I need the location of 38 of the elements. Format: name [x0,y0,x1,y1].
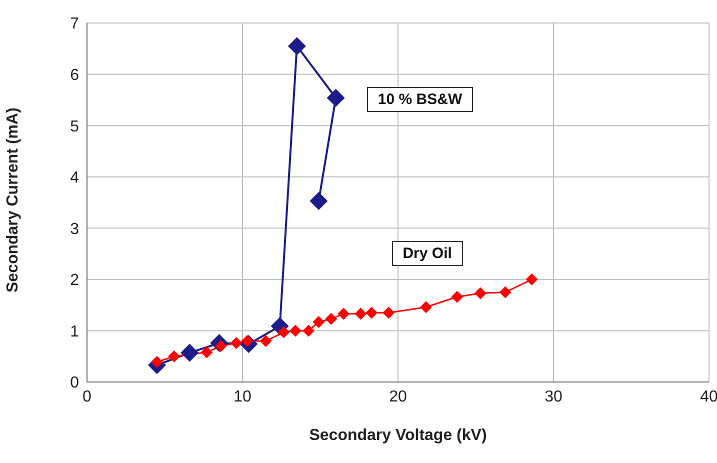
point [354,308,367,320]
point [526,273,538,286]
y-tick-label: 4 [70,170,80,187]
x-tick-label: 0 [82,388,92,406]
x-tick-label: 40 [700,388,717,406]
point [338,308,350,320]
point [451,290,464,303]
y-tick-label: 1 [70,323,80,340]
point [260,334,272,347]
point [200,346,213,358]
point [326,88,345,107]
y-tick-label: 7 [70,16,80,33]
text: 10 % BS&W [366,87,474,112]
y-axis-title: Secondary Current (mA) [4,108,22,292]
point [474,287,486,300]
point [180,344,199,362]
y-tick-label: 2 [70,272,80,290]
point [325,312,338,325]
point [366,306,378,319]
x-tick-label: 30 [544,388,562,406]
y-tick-label: 5 [70,118,80,136]
x-tick-label: 20 [389,388,407,406]
point [382,306,395,319]
point [302,324,315,337]
point [288,37,306,56]
point [168,350,180,362]
y-tick-label: 6 [70,66,80,84]
x-axis-title: Secondary Voltage (kV) [309,427,487,444]
point [230,337,242,350]
point [312,316,325,328]
point [310,192,328,210]
y-tick-label: 3 [70,220,80,238]
point [289,324,302,337]
y-tick-label: 0 [70,374,80,392]
point [499,286,512,298]
x-tick-label: 10 [234,388,252,406]
point [420,301,432,314]
series-label: Dry Oil [392,241,463,266]
